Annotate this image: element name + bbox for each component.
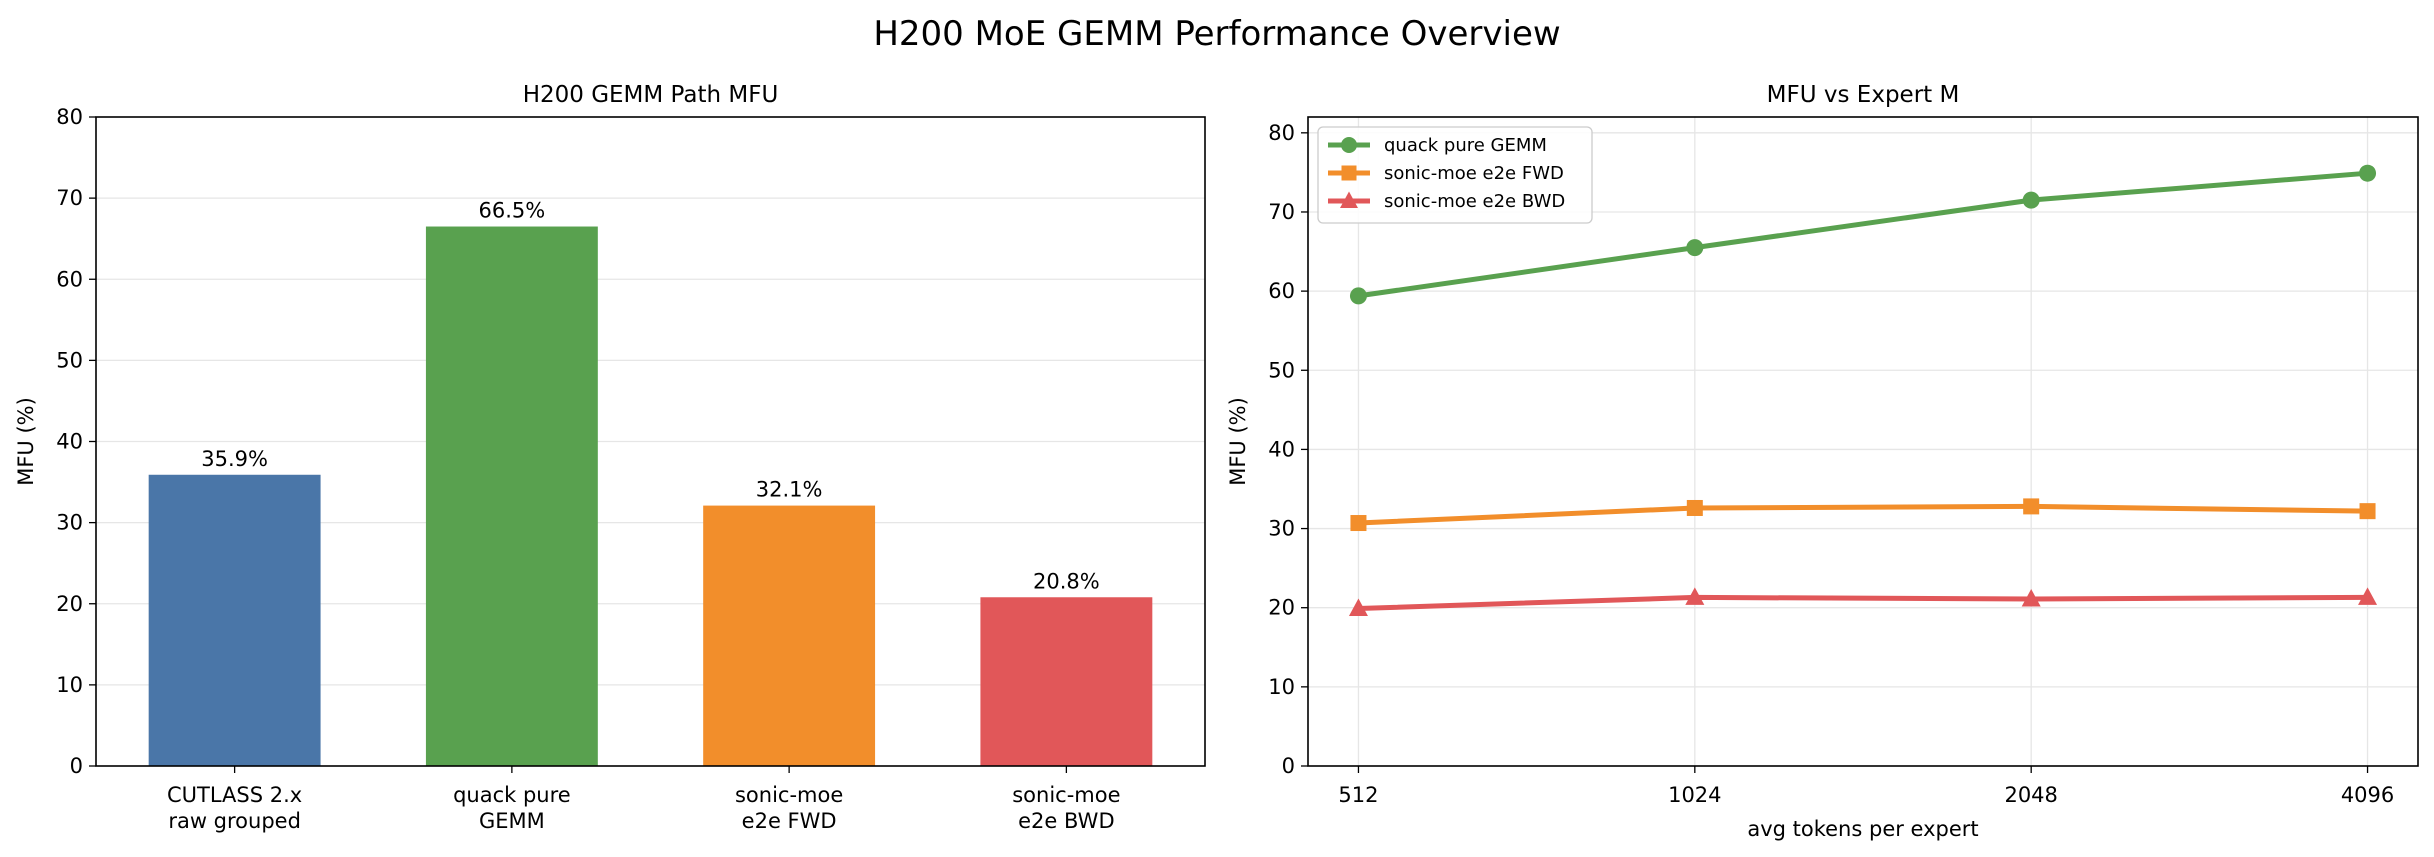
data-point bbox=[2359, 164, 2377, 182]
y-tick-label: 30 bbox=[56, 511, 83, 535]
bar-data-label: 66.5% bbox=[479, 199, 546, 223]
x-axis-label: avg tokens per expert bbox=[1747, 817, 1978, 841]
bar-data-label: 35.9% bbox=[201, 447, 268, 471]
x-tick-label: e2e FWD bbox=[742, 809, 837, 833]
series-line bbox=[1358, 503, 2368, 526]
x-tick-label: 512 bbox=[1338, 783, 1378, 807]
y-tick-label: 20 bbox=[56, 592, 83, 616]
legend-marker bbox=[1341, 137, 1357, 153]
data-point bbox=[1686, 239, 1704, 257]
y-tick-label: 70 bbox=[1268, 200, 1295, 224]
y-tick-label: 30 bbox=[1268, 517, 1295, 541]
data-point bbox=[1350, 515, 1367, 532]
x-tick-label: e2e BWD bbox=[1018, 809, 1114, 833]
y-tick-label: 20 bbox=[1268, 596, 1295, 620]
data-point bbox=[1349, 287, 1367, 305]
legend-marker bbox=[1341, 165, 1357, 181]
chart-title: MFU vs Expert M bbox=[1767, 82, 1960, 108]
y-tick-label: 0 bbox=[1282, 754, 1295, 778]
y-tick-label: 10 bbox=[1268, 675, 1295, 699]
y-tick-label: 40 bbox=[56, 430, 83, 454]
x-tick-label: 2048 bbox=[2004, 783, 2057, 807]
series-line bbox=[1358, 594, 2368, 611]
legend-box bbox=[1317, 126, 1593, 224]
x-tick-label: 1024 bbox=[1668, 783, 1721, 807]
data-point bbox=[2021, 589, 2041, 607]
legend-label: quack pure GEMM bbox=[1384, 135, 1547, 156]
y-tick-label: 60 bbox=[1268, 279, 1295, 303]
legend: quack pure GEMM sonic-moe e2e FWD sonic-mo… bbox=[1317, 126, 1593, 224]
series-line bbox=[1358, 170, 2368, 299]
data-point bbox=[2359, 503, 2376, 520]
legend-label: sonic-moe e2e FWD bbox=[1384, 163, 1564, 184]
data-point bbox=[2358, 587, 2378, 605]
bar-data-label: 20.8% bbox=[1033, 569, 1100, 593]
chart-title: H200 GEMM Path MFU bbox=[523, 82, 779, 108]
x-tick-label: raw grouped bbox=[168, 809, 301, 833]
y-tick-label: 80 bbox=[56, 105, 83, 129]
data-point bbox=[1348, 598, 1368, 616]
x-tick-label: GEMM bbox=[479, 809, 545, 833]
y-tick-label: 40 bbox=[1268, 437, 1295, 461]
y-tick-label: 50 bbox=[56, 348, 83, 372]
bar bbox=[703, 505, 876, 766]
line-chart-panel: 512 1024 2048 4096 0 10 20 30 40 50 60 70 80 quack pu… bbox=[1226, 82, 2419, 841]
data-point bbox=[2023, 498, 2040, 515]
y-tick-label: 70 bbox=[56, 186, 83, 210]
y-tick-label: 60 bbox=[56, 267, 83, 291]
y-tick-label: 10 bbox=[56, 673, 83, 697]
bar bbox=[425, 226, 598, 767]
y-tick-label: 80 bbox=[1268, 121, 1295, 145]
x-tick-label: CUTLASS 2.x bbox=[167, 783, 302, 807]
figure-title: H200 MoE GEMM Performance Overview bbox=[873, 14, 1560, 54]
axes-frame bbox=[95, 116, 1206, 767]
legend-label: sonic-moe e2e BWD bbox=[1384, 191, 1565, 212]
bar bbox=[980, 597, 1153, 766]
y-tick-label: 0 bbox=[70, 754, 83, 778]
data-point bbox=[1685, 587, 1705, 605]
legend-marker bbox=[1340, 191, 1358, 208]
x-tick-label: sonic-moe bbox=[1012, 783, 1120, 807]
data-point bbox=[1686, 499, 1703, 516]
axes-frame bbox=[1307, 116, 2419, 767]
x-tick-label: 4096 bbox=[2341, 783, 2394, 807]
data-point bbox=[2022, 191, 2040, 209]
y-tick-label: 50 bbox=[1268, 358, 1295, 382]
bar bbox=[148, 474, 321, 766]
bar-data-label: 32.1% bbox=[756, 478, 823, 502]
y-axis-label: MFU (%) bbox=[1226, 397, 1250, 486]
x-tick-label: sonic-moe bbox=[735, 783, 843, 807]
x-tick-label: quack pure bbox=[453, 783, 571, 807]
y-axis-label: MFU (%) bbox=[14, 397, 38, 486]
